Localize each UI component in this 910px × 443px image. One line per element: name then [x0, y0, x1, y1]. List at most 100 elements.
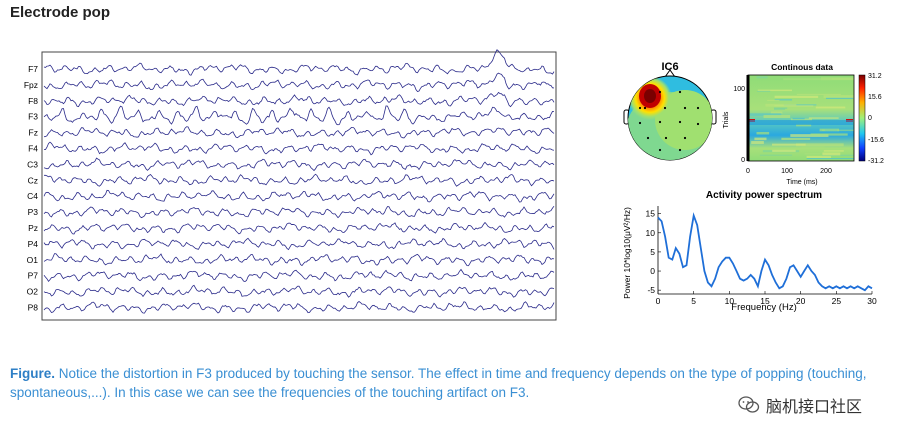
- ic-analysis-panel: IC6: [622, 61, 884, 313]
- electrode-dot: [638, 121, 642, 125]
- continuous-xtick: 100: [781, 168, 793, 175]
- spectrum-xtick-label: 20: [796, 296, 806, 306]
- heatmap-streak: [823, 150, 844, 152]
- eeg-trace-o1: [43, 253, 555, 267]
- eeg-trace-f7: [43, 49, 555, 76]
- spectrum-ylabel: Power 10*log10(μV²/Hz): [622, 207, 632, 299]
- heatmap-streak: [759, 154, 793, 156]
- colorbar-tick: 31.2: [868, 73, 882, 80]
- heatmap-streak: [783, 78, 832, 81]
- electrode-dot: [678, 148, 682, 152]
- heatmap-streak: [774, 99, 793, 101]
- channel-label-f3: F3: [28, 112, 38, 122]
- continuous-xtick: 200: [820, 168, 832, 175]
- electrode-dot: [696, 106, 700, 110]
- heatmap-streak: [754, 137, 767, 141]
- eeg-trace-fz: [43, 126, 555, 139]
- electrode-dot: [643, 106, 647, 110]
- channel-label-fz: Fz: [29, 128, 38, 138]
- heatmap-streak: [763, 115, 791, 119]
- scalp-topomap: [623, 69, 717, 161]
- heatmap-streak: [790, 118, 813, 121]
- electrode-dot: [678, 90, 682, 94]
- electrode-dot: [664, 136, 668, 140]
- channel-label-p4: P4: [28, 239, 39, 249]
- channel-label-pz: Pz: [28, 223, 38, 233]
- heatmap-streak: [808, 117, 839, 119]
- eeg-trace-p7: [43, 268, 555, 283]
- channel-label-f4: F4: [28, 144, 38, 154]
- spectrum-ytick-label: -5: [647, 285, 655, 295]
- spectrum-xtick-label: 25: [832, 296, 842, 306]
- heatmap-streak: [773, 107, 788, 110]
- spectrum-xtick-label: 30: [867, 296, 877, 306]
- continuous-ylabel: Trials: [723, 111, 730, 128]
- heatmap-streak: [767, 99, 780, 101]
- electrode-dot: [696, 122, 700, 126]
- heatmap-streak: [806, 158, 854, 160]
- channel-label-c3: C3: [27, 159, 38, 169]
- electrode-dot: [658, 90, 662, 94]
- spectrum-ytick-label: 5: [650, 247, 655, 257]
- heatmap-streak: [770, 111, 783, 114]
- heatmap-streak: [820, 77, 854, 81]
- spectrum-xtick-label: 0: [656, 296, 661, 306]
- heatmap-streak: [801, 146, 825, 150]
- heatmap-streak: [792, 117, 805, 120]
- eeg-plot-frame: [41, 51, 557, 321]
- continuous-ytick: 0: [741, 157, 745, 164]
- channel-label-p8: P8: [28, 303, 39, 313]
- spectrum-series-line: [657, 212, 873, 292]
- heatmap-streak: [796, 93, 841, 95]
- heatmap-streak: [804, 153, 821, 155]
- continuous-data-image: [746, 74, 855, 162]
- figure-caption: Figure. Notice the distortion in F3 prod…: [10, 364, 900, 402]
- spectrum-ytick-label: 15: [646, 209, 656, 219]
- colorbar-tick: -15.6: [868, 137, 884, 144]
- eeg-trace-p3: [43, 205, 555, 219]
- colorbar-tick: 15.6: [868, 94, 882, 101]
- spectrum-xtick-label: 10: [725, 296, 735, 306]
- heatmap-streak: [821, 129, 854, 131]
- heatmap-streak: [781, 137, 811, 140]
- channel-label-p3: P3: [28, 207, 39, 217]
- heatmap-streak: [815, 106, 846, 109]
- electrode-dot: [638, 106, 642, 110]
- spectrum-ytick-label: 0: [650, 266, 655, 276]
- heatmap-band: [749, 120, 853, 125]
- eeg-trace-c4: [43, 189, 555, 203]
- heatmap-streak: [756, 90, 771, 92]
- spectrum-title: Activity power spectrum: [706, 190, 822, 201]
- eeg-trace-f8: [43, 91, 555, 108]
- heatmap-streak: [756, 131, 770, 135]
- eeg-trace-f3: [43, 105, 555, 126]
- electrode-dot: [658, 148, 662, 152]
- heatmap-streak: [765, 103, 797, 107]
- eeg-trace-plot: F7 Fpz F8 F3 Fz F4 C3 Cz C4 P3 Pz P4 O1 P7 O2 P8: [24, 49, 557, 321]
- continuous-xlabel: Time (ms): [786, 179, 817, 186]
- heatmap-streak: [772, 149, 796, 152]
- colorbar-tick: -31.2: [868, 158, 884, 165]
- spectrum-ytick-label: 10: [646, 228, 656, 238]
- eeg-trace-cz: [43, 173, 555, 187]
- eeg-trace-p8: [43, 301, 555, 314]
- heatmap-streak: [783, 104, 817, 106]
- eeg-trace-fpz: [43, 72, 555, 92]
- continuous-data-title: Continous data: [771, 62, 833, 72]
- heatmap-streak: [749, 113, 782, 116]
- colorbar: [858, 74, 866, 162]
- eeg-trace-o2: [43, 284, 555, 298]
- caption-label: Figure.: [10, 366, 56, 381]
- channel-label-cz: Cz: [28, 175, 38, 185]
- heatmap-streak: [823, 95, 854, 99]
- colorbar-tick: 0: [868, 115, 872, 122]
- channel-label-p7: P7: [28, 271, 39, 281]
- channel-label-f7: F7: [28, 64, 38, 74]
- page-title: Electrode pop: [10, 4, 111, 21]
- heatmap-streak: [772, 143, 806, 146]
- electrode-dot: [663, 106, 667, 110]
- heatmap-streak: [825, 97, 854, 100]
- heatmap-streak: [810, 133, 848, 136]
- continuous-xtick: 0: [746, 168, 750, 175]
- electrode-dot: [678, 120, 682, 124]
